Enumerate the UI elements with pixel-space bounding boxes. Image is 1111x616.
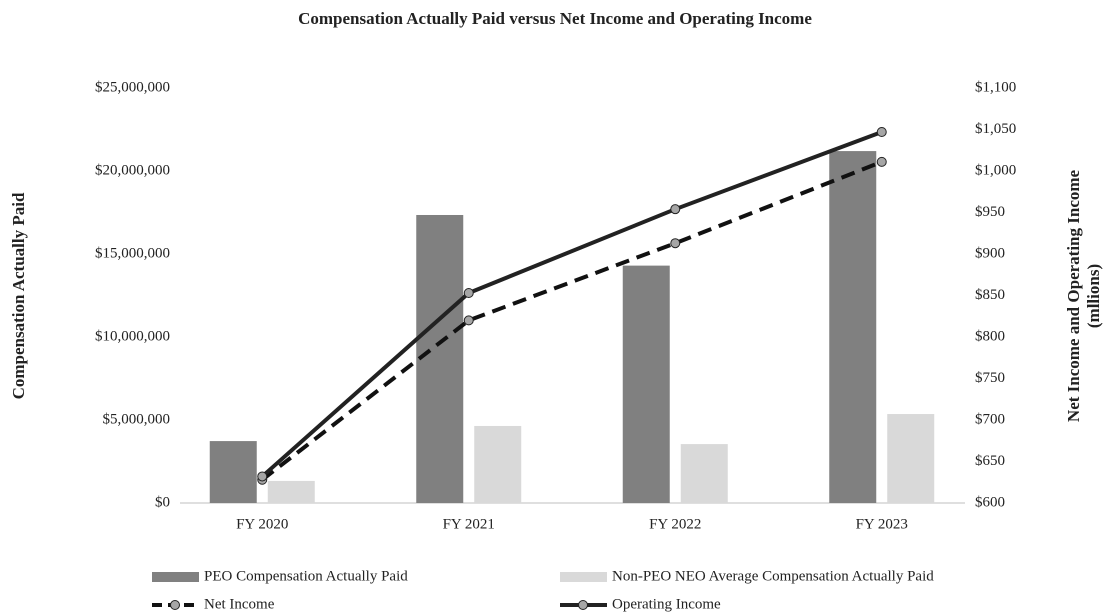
bar <box>209 441 257 503</box>
y2-tick-label: $600 <box>975 494 1005 510</box>
legend-label: Net Income <box>204 596 275 612</box>
y2-tick-label: $1,000 <box>975 162 1016 178</box>
y-axis-title: Compensation Actually Paid <box>9 192 28 399</box>
y-tick-label: $25,000,000 <box>95 79 170 95</box>
y-tick-label: $10,000,000 <box>95 328 170 344</box>
y2-axis-title: Net Income and Operating Income <box>1064 169 1083 422</box>
legend-swatch <box>170 600 180 610</box>
line-point <box>670 238 681 249</box>
y2-tick-label: $700 <box>975 411 1005 427</box>
x-tick-label: FY 2021 <box>443 516 495 532</box>
line-point <box>670 204 681 215</box>
y2-axis-title: (mllions) <box>1084 264 1103 328</box>
bar <box>887 414 935 503</box>
legend-label: Operating Income <box>612 596 721 612</box>
x-tick-label: FY 2023 <box>856 516 908 532</box>
x-tick-label: FY 2022 <box>649 516 701 532</box>
y2-tick-label: $950 <box>975 204 1005 220</box>
y2-tick-label: $1,050 <box>975 121 1016 137</box>
line-point <box>876 126 887 137</box>
y2-tick-label: $900 <box>975 245 1005 261</box>
line-series <box>261 160 883 482</box>
y2-tick-label: $1,100 <box>975 79 1016 95</box>
line-series <box>260 130 883 478</box>
legend-swatch <box>152 572 199 582</box>
y2-tick-label: $800 <box>975 328 1005 344</box>
x-tick-label: FY 2020 <box>236 516 288 532</box>
y2-tick-label: $750 <box>975 370 1005 386</box>
legend-swatch <box>578 600 588 610</box>
y-tick-label: $0 <box>155 494 170 510</box>
line-point <box>257 471 268 482</box>
y-tick-label: $15,000,000 <box>95 245 170 261</box>
y2-tick-label: $650 <box>975 453 1005 469</box>
bar <box>267 480 315 503</box>
bar <box>680 444 728 503</box>
legend-label: PEO Compensation Actually Paid <box>204 568 408 584</box>
bar <box>416 214 464 504</box>
y-tick-label: $20,000,000 <box>95 162 170 178</box>
bar <box>622 265 670 503</box>
legend-swatch <box>560 572 607 582</box>
y2-tick-label: $850 <box>975 287 1005 303</box>
line-point <box>463 315 474 326</box>
bar <box>829 151 877 503</box>
line-point <box>463 288 474 299</box>
chart-title: Compensation Actually Paid versus Net In… <box>298 9 812 28</box>
legend-label: Non-PEO NEO Average Compensation Actuall… <box>612 568 934 584</box>
line-point <box>876 156 887 167</box>
bar <box>474 425 522 503</box>
y-tick-label: $5,000,000 <box>103 411 171 427</box>
